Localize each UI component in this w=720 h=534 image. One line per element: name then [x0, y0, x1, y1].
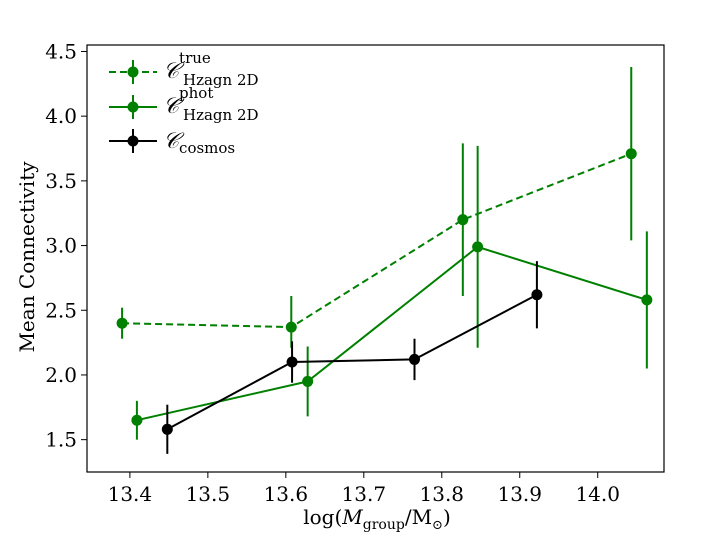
y-axis-label: Mean Connectivity [15, 161, 39, 353]
x-tick-label-6: 14.0 [575, 482, 620, 506]
plot-frame [86, 44, 665, 473]
x-axis-label-sun: ⊙ [432, 518, 443, 533]
y-tick-label-1: 2.0 [45, 363, 77, 387]
data-point-1-2 [472, 241, 484, 253]
x-tick-label-1: 13.5 [186, 482, 231, 506]
y-tick-label-6: 4.5 [45, 39, 77, 63]
legend-marker-phot [127, 101, 139, 113]
x-axis-label-suffix: ) [443, 505, 451, 529]
legend-sub-cosmos: cosmos [179, 139, 235, 157]
x-tick-label-0: 13.4 [108, 482, 153, 506]
data-point-1-0 [131, 414, 143, 426]
series-line-1 [136, 245, 648, 422]
x-tick-label-5: 13.9 [497, 482, 542, 506]
plot-area [116, 66, 653, 454]
legend-sub-phot: Hzagn 2D [183, 106, 259, 124]
x-axis-label: log(Mgroup/M⊙) [303, 505, 451, 533]
data-point-1-3 [641, 294, 653, 306]
x-axis-label-mid: /M [405, 505, 432, 529]
legend: 𝒞true Hzagn 2D 𝒞phot Hzagn 2D 𝒞cosmos [109, 49, 259, 157]
x-axis-label-sub: group [363, 517, 405, 533]
data-point-0-0 [116, 317, 128, 329]
x-axis-label-prefix: log( [303, 505, 342, 529]
series-1 [131, 145, 653, 440]
x-axis-label-var: M [341, 505, 363, 529]
series-line-0 [122, 152, 632, 329]
y-tick-label-2: 2.5 [45, 298, 77, 322]
series-2 [161, 261, 543, 454]
legend-marker-true [127, 66, 139, 78]
y-tick-label-4: 3.5 [45, 169, 77, 193]
legend-entry-true: 𝒞true Hzagn 2D [109, 49, 259, 89]
legend-sup-true: true [179, 49, 211, 67]
legend-entry-phot: 𝒞phot Hzagn 2D [109, 84, 259, 124]
legend-label-true: 𝒞true Hzagn 2D [163, 49, 259, 89]
legend-sup-phot: phot [179, 84, 213, 102]
series-line-2 [166, 293, 538, 431]
x-tick-label-2: 13.6 [264, 482, 309, 506]
series-0 [116, 66, 637, 348]
data-point-0-1 [285, 321, 297, 333]
legend-label-phot: 𝒞phot Hzagn 2D [163, 84, 259, 124]
data-point-0-3 [625, 148, 637, 160]
data-point-1-1 [302, 375, 314, 387]
legend-marker-cosmos [127, 135, 139, 147]
legend-label-cosmos: 𝒞cosmos [163, 129, 235, 157]
x-tick-label-3: 13.7 [342, 482, 387, 506]
data-point-2-0 [161, 423, 173, 435]
y-tick-label-0: 1.5 [45, 428, 77, 452]
legend-entry-cosmos: 𝒞cosmos [109, 129, 235, 157]
data-point-2-3 [531, 289, 543, 301]
legend-sub-true: Hzagn 2D [183, 71, 259, 89]
y-tick-label-5: 4.0 [45, 104, 77, 128]
data-point-2-2 [408, 353, 420, 365]
data-point-2-1 [286, 356, 298, 368]
axes: 13.4 13.5 13.6 13.7 13.8 13.9 14.0 1.5 2.0 2.5 3.0… [45, 39, 665, 506]
data-point-0-2 [457, 214, 469, 226]
y-tick-label-3: 3.0 [45, 234, 77, 258]
x-tick-label-4: 13.8 [420, 482, 465, 506]
